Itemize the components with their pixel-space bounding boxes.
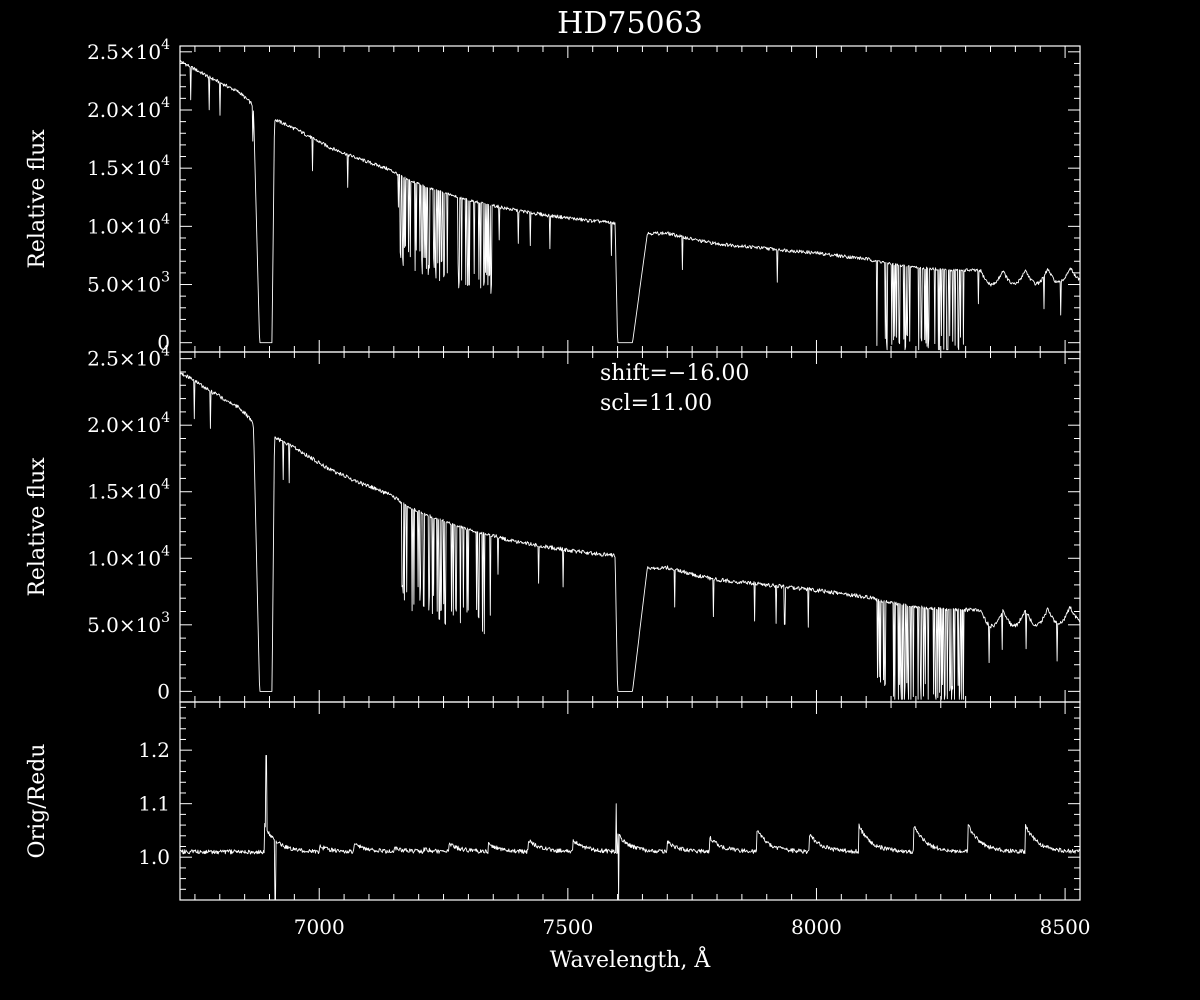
y-axis-label-bottom: Orig/Redu [25,744,50,859]
y-tick-label: 1.2 [138,738,170,762]
x-tick-label: 7500 [542,915,593,939]
y-tick-mantissa: 1.5×10 [87,156,161,180]
y-tick-label: 1.5×104 [87,477,170,504]
y-tick-mantissa: 1.0×10 [87,546,161,570]
y-tick-label: 1.0×104 [87,543,170,570]
y-tick-mantissa: 5.0×10 [87,613,161,637]
y-tick-mantissa: 2.5×10 [87,347,161,371]
y-tick-exponent: 3 [161,610,170,626]
spectrum-series-bottom [179,755,1081,901]
panel-bottom: 1.0 1.1 1.2 Orig/Redu 7000 7500 8000 8500 [25,701,1091,939]
y-tick-exponent: 4 [161,477,170,493]
y-tick-label: 1.1 [138,792,170,816]
y-tick-exponent: 4 [161,95,170,111]
panel-middle: 05.0×1031.0×1041.5×1042.0×1042.5×104Rela… [25,344,1081,703]
y-tick-exponent: 4 [161,344,170,360]
panel-frame-top [179,45,1081,353]
panel-top: 05.0×1031.0×1041.5×1042.0×1042.5×104Rela… [25,37,1081,355]
y-tick-mantissa: 1.0×10 [87,214,161,238]
y-tick-exponent: 4 [161,410,170,426]
y-tick-exponent: 4 [161,211,170,227]
y-tick-mantissa: 1.0 [138,845,170,869]
y-tick-mantissa: 2.0×10 [87,98,161,122]
y-tick-label: 5.0×103 [87,270,170,297]
annotation-1: scl=11.00 [600,391,712,416]
y-tick-mantissa: 1.5×10 [87,480,161,504]
y-tick-mantissa: 0 [157,679,170,703]
y-tick-mantissa: 1.1 [138,792,170,816]
y-tick-label: 1.0 [138,845,170,869]
y-axis-label-top: Relative flux [25,129,50,269]
y-tick-label: 2.0×104 [87,95,170,122]
x-tick-label: 7000 [294,915,345,939]
y-tick-mantissa: 2.0×10 [87,413,161,437]
panel-frame-bottom [179,701,1081,901]
x-tick-label: 8500 [1040,915,1091,939]
y-tick-exponent: 4 [161,37,170,53]
y-tick-label: 0 [157,679,170,703]
y-tick-label: 0 [157,331,170,355]
y-tick-exponent: 3 [161,270,170,286]
spectrum-series-middle [179,371,1081,700]
y-tick-label: 2.5×104 [87,37,170,64]
y-tick-label: 1.0×104 [87,211,170,238]
y-tick-mantissa: 0 [157,331,170,355]
x-axis-label: Wavelength, Å [550,945,712,973]
y-axis-label-middle: Relative flux [25,457,50,597]
y-tick-label: 5.0×103 [87,610,170,637]
panels: 05.0×1031.0×1041.5×1042.0×1042.5×104Rela… [25,37,1091,939]
y-tick-exponent: 4 [161,153,170,169]
y-tick-label: 2.5×104 [87,344,170,371]
x-tick-label: 8000 [791,915,842,939]
spectrum-series-top [179,60,1081,351]
y-tick-mantissa: 5.0×10 [87,273,161,297]
y-tick-exponent: 4 [161,543,170,559]
y-tick-mantissa: 2.5×10 [87,40,161,64]
annotation-0: shift=−16.00 [600,361,749,386]
chart-title: HD75063 [557,6,703,41]
y-tick-label: 1.5×104 [87,153,170,180]
y-tick-mantissa: 1.2 [138,738,170,762]
y-tick-label: 2.0×104 [87,410,170,437]
